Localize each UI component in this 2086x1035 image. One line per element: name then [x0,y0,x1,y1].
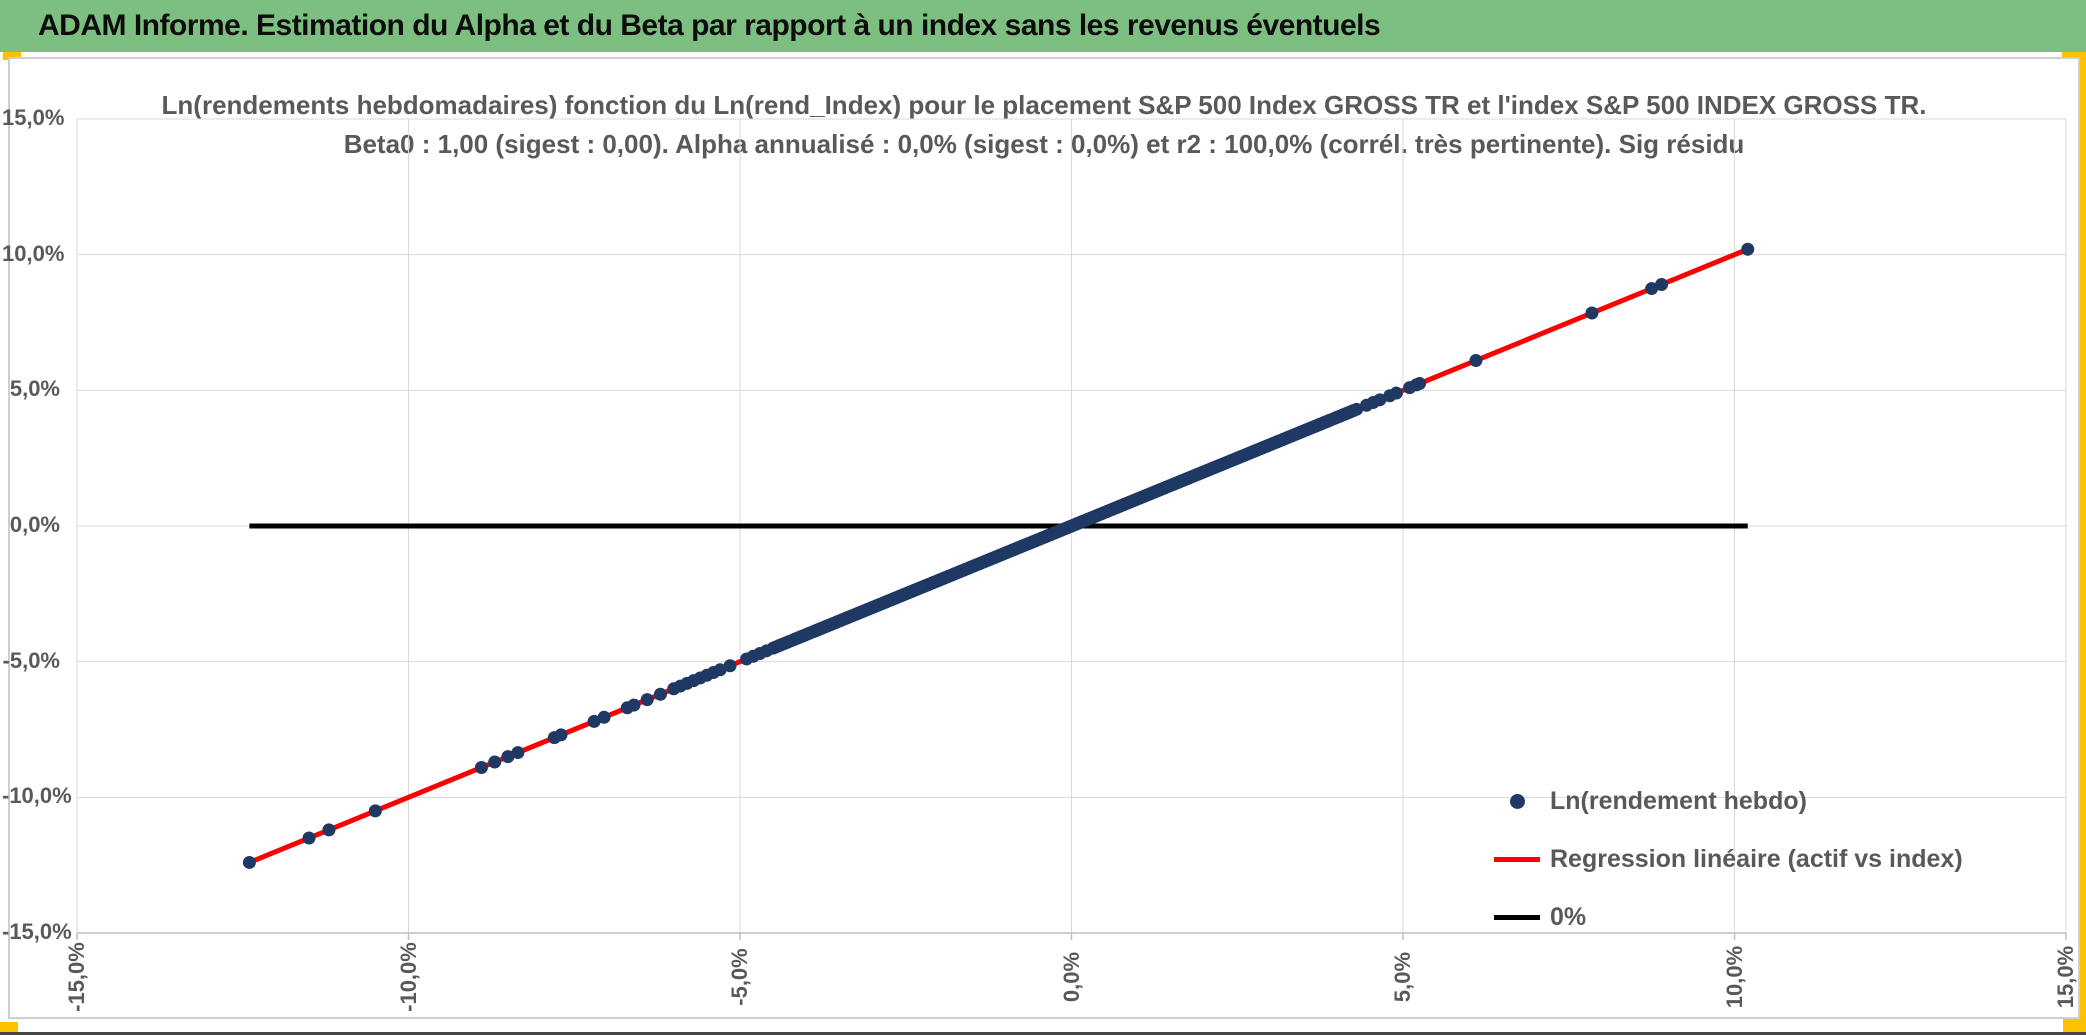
sheet-header-title: ADAM Informe. Estimation du Alpha et du … [38,9,1381,42]
scatter-point [587,714,601,728]
x-axis-tick-label: -10,0% [395,942,421,1012]
scatter-point [1469,353,1483,367]
legend-item-scatter: Ln(rendement hebdo) [1492,772,1963,830]
sheet-header-bar: ADAM Informe. Estimation du Alpha et du … [0,0,2086,52]
y-axis-tick-label: 5,0% [9,376,60,402]
scatter-point [511,746,525,760]
y-axis-tick-label: 0,0% [9,512,60,537]
legend-item-zero: 0% [1492,888,1963,946]
zero-line-icon [1492,914,1542,920]
scatter-dot-icon [1492,793,1542,809]
scatter-point [723,659,737,673]
scatter-point [627,698,641,712]
x-axis-tick-label: -5,0% [727,948,752,1006]
y-axis-tick-label: 10,0% [2,240,65,266]
x-axis-tick-label: 15,0% [2053,945,2078,1009]
scatter-point [242,855,256,869]
scatter-point [474,760,488,774]
scatter-point [1741,242,1755,256]
scatter-point [597,710,611,724]
window-bottom-edge [0,1032,2086,1035]
scatter-point [368,804,382,818]
legend-label: Regression linéaire (actif vs index) [1550,844,1963,873]
legend-label: Ln(rendement hebdo) [1550,786,1807,815]
sheet-cell-accent-bottom-right [2063,1017,2086,1035]
legend-item-regression: Regression linéaire (actif vs index) [1492,830,1963,888]
scatter-point [488,755,502,769]
x-axis-tick-label: -15,0% [64,942,89,1012]
chart-title-line1: Ln(rendements hebdomadaires) fonction du… [161,90,1927,120]
legend-label: 0% [1550,902,1587,931]
scatter-point [302,831,316,845]
scatter-point [1413,377,1427,391]
chart-legend: Ln(rendement hebdo) Regression linéaire … [1492,772,1963,946]
scatter-point [1645,282,1659,296]
scatter-point [640,693,654,707]
y-axis-tick-label: 15,0% [2,105,65,130]
sheet-cell-accent-left [3,52,21,60]
chart-title: Ln(rendements hebdomadaires) fonction du… [8,86,2080,164]
scatter-point [322,823,336,837]
sheet-cell-accent-right-strip [2079,57,2086,1032]
y-axis-tick-label: -10,0% [2,783,72,809]
scatter-point [713,663,727,677]
y-axis-tick-label: -15,0% [2,919,72,944]
regression-line-icon [1492,856,1542,862]
scatter-point [554,728,568,742]
scatter-point [1373,393,1387,407]
scatter-point [1655,278,1669,292]
scatter-point [653,687,667,701]
x-axis-tick-label: 10,0% [1721,945,1747,1009]
y-axis-tick-label: -5,0% [2,647,60,673]
sheet-cell-accent-bottom-left [0,1022,18,1035]
x-axis-tick-label: 5,0% [1390,951,1415,1003]
x-axis-tick-label: 0,0% [1058,951,1084,1003]
scatter-point [501,750,515,764]
scatter-point [1346,404,1360,418]
scatter-point [1585,306,1599,320]
scatter-point [1389,386,1403,400]
plot-area[interactable] [76,118,2067,940]
chart-title-line2: Beta0 : 1,00 (sigest : 0,00). Alpha annu… [343,129,1745,159]
